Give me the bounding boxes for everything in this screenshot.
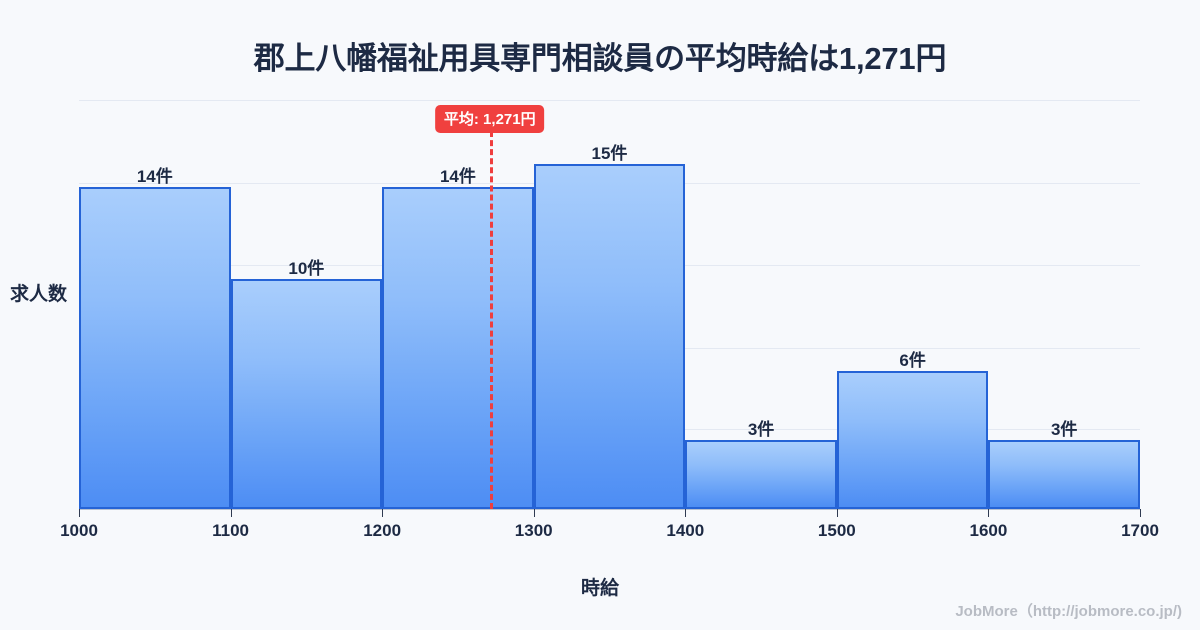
y-axis-title: 求人数 — [10, 284, 68, 305]
bar-value-label: 10件 — [288, 259, 325, 279]
x-tick-label: 1200 — [363, 521, 402, 540]
x-tick-mark — [533, 509, 535, 517]
x-tick-mark — [988, 509, 990, 517]
x-tick-mark — [382, 509, 384, 517]
gridline — [79, 100, 1140, 101]
x-tick-mark — [685, 509, 687, 517]
x-tick-mark — [230, 509, 232, 517]
plot-area: 14件 10件 14件 15件 3件 6件 3件 — [79, 100, 1140, 510]
histogram-bar[interactable] — [79, 187, 231, 509]
x-axis-line — [79, 509, 1140, 510]
bar-value-label: 3件 — [1050, 420, 1078, 440]
average-badge: 平均: 1,271円 — [434, 105, 545, 133]
histogram-bar[interactable] — [988, 440, 1140, 509]
bar-value-label: 3件 — [747, 420, 775, 440]
average-line — [489, 131, 493, 509]
bar-value-label: 15件 — [591, 144, 628, 164]
watermark-label: JobMore（http://jobmore.co.jp/) — [955, 603, 1182, 620]
bar-value-label: 6件 — [899, 351, 926, 371]
histogram-bar[interactable] — [533, 164, 686, 509]
histogram-bar[interactable] — [836, 371, 989, 509]
x-axis-title: 時給 — [580, 578, 619, 599]
histogram-bar[interactable] — [685, 440, 837, 509]
bar-value-label: 14件 — [136, 167, 173, 187]
x-tick-mark — [836, 509, 838, 517]
x-tick-label: 1700 — [1121, 521, 1159, 540]
x-tick-label: 1400 — [666, 521, 705, 540]
x-tick-label: 1600 — [969, 521, 1008, 540]
x-tick-mark — [1140, 509, 1141, 517]
x-tick-label: 1000 — [60, 521, 98, 540]
x-tick-mark — [79, 509, 80, 517]
bar-value-label: 14件 — [439, 167, 476, 187]
x-tick-label: 1300 — [514, 521, 553, 540]
histogram-bar[interactable] — [382, 187, 534, 509]
x-tick-label: 1500 — [817, 521, 856, 540]
chart-title: 郡上八幡福祉用具専門相談員の平均時給は1,271円 — [253, 41, 947, 76]
histogram-bar[interactable] — [230, 279, 383, 509]
x-tick-label: 1100 — [212, 521, 250, 540]
